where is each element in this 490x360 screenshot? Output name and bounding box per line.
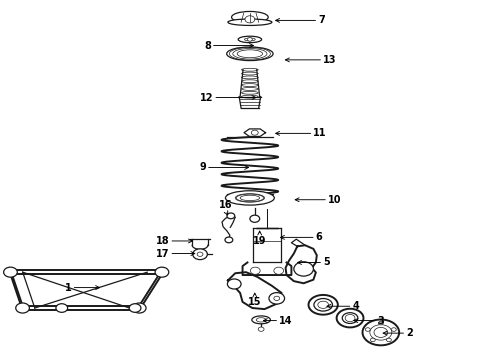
Circle shape <box>250 267 260 274</box>
Text: 13: 13 <box>323 55 337 65</box>
Circle shape <box>274 296 280 301</box>
Circle shape <box>227 213 235 219</box>
Text: 18: 18 <box>156 236 169 246</box>
Text: 17: 17 <box>156 248 169 258</box>
Ellipse shape <box>256 318 266 322</box>
Circle shape <box>345 315 355 321</box>
Text: 14: 14 <box>279 316 293 325</box>
Circle shape <box>3 267 17 277</box>
Ellipse shape <box>237 50 263 58</box>
Circle shape <box>197 252 203 256</box>
Ellipse shape <box>370 325 392 340</box>
Ellipse shape <box>337 309 364 327</box>
Ellipse shape <box>232 12 268 23</box>
Circle shape <box>132 303 146 313</box>
Circle shape <box>245 16 255 23</box>
Circle shape <box>387 338 392 342</box>
Text: 8: 8 <box>204 41 211 50</box>
Ellipse shape <box>309 295 338 315</box>
Ellipse shape <box>252 316 270 324</box>
Ellipse shape <box>228 19 272 26</box>
Ellipse shape <box>342 313 358 323</box>
Text: 10: 10 <box>328 195 342 205</box>
Text: 1: 1 <box>65 283 72 293</box>
Circle shape <box>155 267 169 277</box>
Ellipse shape <box>318 301 329 309</box>
Circle shape <box>370 338 375 342</box>
Text: 15: 15 <box>248 297 262 307</box>
Circle shape <box>251 130 258 135</box>
Circle shape <box>374 327 388 337</box>
Circle shape <box>56 304 68 312</box>
Ellipse shape <box>227 47 273 60</box>
Circle shape <box>392 328 396 331</box>
Ellipse shape <box>245 38 255 41</box>
Text: 7: 7 <box>318 15 325 26</box>
Text: 16: 16 <box>219 201 232 211</box>
Ellipse shape <box>225 191 274 205</box>
Ellipse shape <box>238 36 262 42</box>
Text: 5: 5 <box>323 257 330 267</box>
Circle shape <box>227 279 241 289</box>
Circle shape <box>225 237 233 243</box>
Text: 3: 3 <box>377 316 384 325</box>
Circle shape <box>294 262 314 276</box>
Circle shape <box>274 267 284 274</box>
Circle shape <box>247 38 252 41</box>
Ellipse shape <box>235 194 265 202</box>
Text: 19: 19 <box>253 235 267 246</box>
Circle shape <box>366 328 370 331</box>
Text: 4: 4 <box>352 301 359 311</box>
Circle shape <box>269 293 285 304</box>
Circle shape <box>16 303 29 313</box>
Circle shape <box>258 327 264 331</box>
Circle shape <box>193 249 207 260</box>
Text: 6: 6 <box>316 232 322 242</box>
Circle shape <box>129 304 141 312</box>
Circle shape <box>250 215 260 222</box>
Ellipse shape <box>314 298 332 311</box>
Text: 9: 9 <box>199 162 206 172</box>
Text: 2: 2 <box>406 328 413 338</box>
Text: 12: 12 <box>200 93 213 103</box>
Ellipse shape <box>363 319 399 345</box>
Circle shape <box>378 321 383 325</box>
Text: 11: 11 <box>314 129 327 138</box>
